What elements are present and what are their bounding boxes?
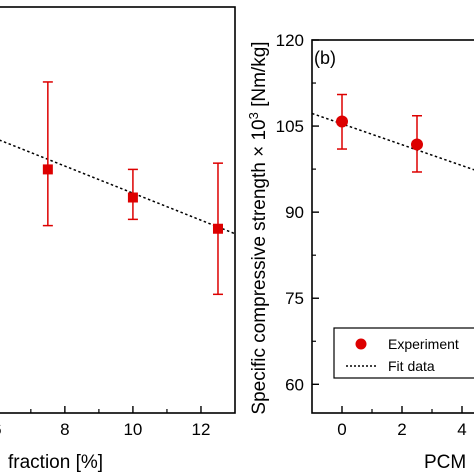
data-point-circle: [411, 138, 423, 151]
x-tick-label: 12: [192, 420, 211, 439]
x-tick-label: 2: [397, 420, 406, 439]
y-axis-label-main: Specific compressive strength × 10: [249, 119, 270, 414]
x-tick-label: 6: [0, 420, 2, 439]
x-tick-label: 4: [457, 420, 466, 439]
legend-experiment-marker: [355, 338, 367, 350]
y-tick-label: 60: [285, 375, 304, 394]
y-tick-label: 105: [276, 117, 304, 136]
panel-a-data-points: [42, 81, 223, 296]
fit-line: [0, 139, 236, 235]
panel-a: 6 8 10 12 fraction [%]: [0, 6, 236, 473]
panel-b-y-ticks: 60 75 90 105 120: [276, 31, 319, 394]
data-point-square: [42, 164, 53, 175]
panel-b: (b) 60 75 90 105 120 0 2 4 PCM Specific compre…: [246, 31, 474, 473]
panel-b-data-points: [336, 93, 423, 173]
panel-a-fit-line: [0, 139, 236, 235]
legend-experiment-label: Experiment: [388, 336, 459, 352]
data-point-square: [212, 223, 223, 234]
x-tick-label: 8: [60, 420, 69, 439]
x-tick-label: 10: [123, 420, 142, 439]
y-tick-label: 120: [276, 31, 304, 50]
panel-b-x-ticks: 0 2 4: [337, 406, 467, 439]
y-axis-label-exponent: 3: [246, 112, 261, 119]
y-tick-label: 90: [285, 203, 304, 222]
y-tick-label: 75: [285, 289, 304, 308]
x-tick-label: 0: [337, 420, 346, 439]
panel-a-x-ticks: 6 8 10 12: [0, 406, 210, 439]
legend: Experiment Fit data: [333, 327, 474, 379]
panel-b-y-axis-label: Specific compressive strength × 103 [Nm/…: [246, 41, 270, 414]
data-point-circle: [336, 115, 348, 128]
panel-a-frame: [0, 6, 236, 414]
legend-box: [333, 327, 474, 379]
legend-fit-label: Fit data: [388, 358, 435, 374]
panel-b-label: (b): [314, 48, 336, 68]
panel-a-x-axis-label: fraction [%]: [8, 452, 103, 473]
panel-b-x-axis-label: PCM: [424, 452, 466, 473]
y-axis-label-unit: [Nm/kg]: [249, 41, 270, 112]
data-point-square: [127, 192, 138, 203]
